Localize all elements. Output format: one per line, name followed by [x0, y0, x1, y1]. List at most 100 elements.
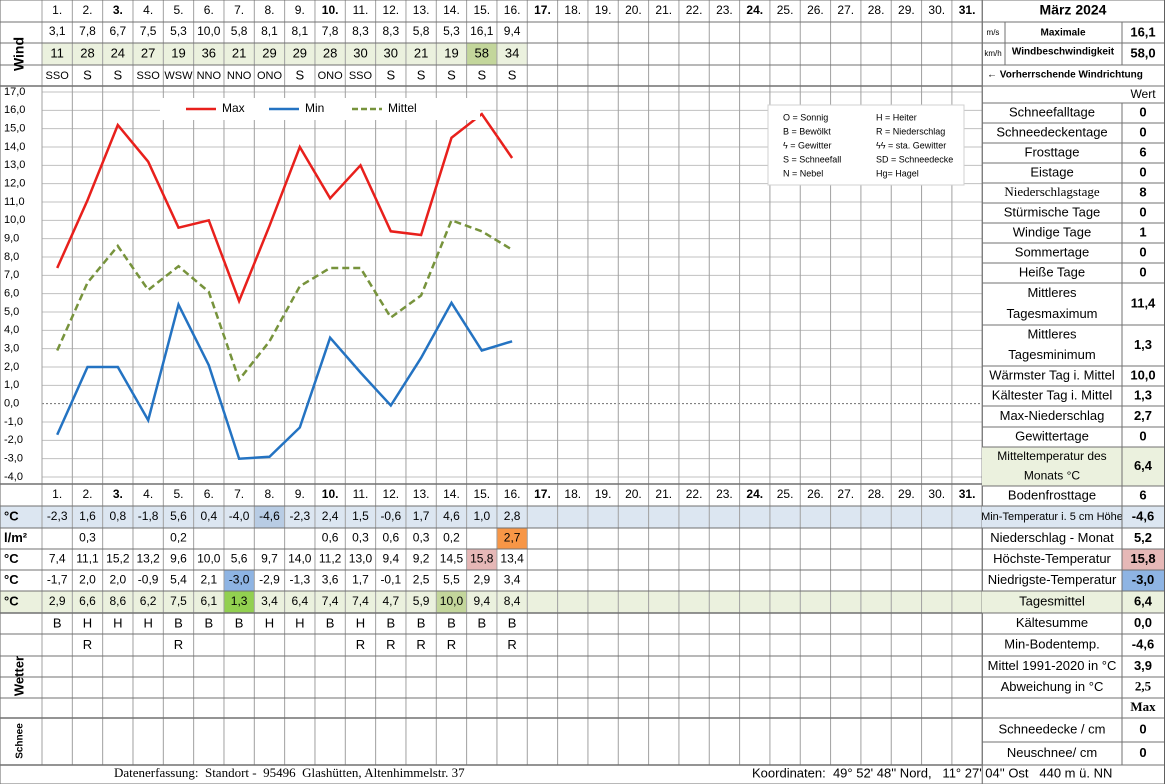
- summary-value: 15,8: [1130, 551, 1155, 566]
- y-tick-label: 15,0: [4, 123, 25, 135]
- weather-code: B: [204, 615, 213, 630]
- weather-code: H: [356, 615, 365, 630]
- wind-ms: 8,1: [261, 24, 278, 38]
- x-tick-label: 8.: [264, 487, 274, 501]
- wind-ms: 9,4: [504, 24, 521, 38]
- row-value: 1,6: [79, 509, 96, 523]
- wind-dir: S: [113, 67, 122, 82]
- row-value: 13,2: [136, 552, 160, 566]
- weather-key-item: H = Heiter: [876, 112, 917, 122]
- day-header: 3.: [113, 3, 123, 17]
- y-tick-label: -3,0: [4, 453, 23, 465]
- weather-code: B: [417, 615, 426, 630]
- series-line: [56, 218, 513, 383]
- weather-code: R: [83, 637, 92, 652]
- wind-ms: 5,8: [231, 24, 248, 38]
- day-header: 11.: [353, 3, 369, 17]
- wind-kmh: 30: [384, 45, 398, 60]
- x-tick-label: 19.: [595, 487, 612, 501]
- series-line: [56, 112, 514, 305]
- stat-label: Tagesmaximum: [1006, 306, 1097, 321]
- legend-label: Max: [222, 101, 245, 115]
- weather-code: H: [113, 615, 122, 630]
- stat-label: Frosttage: [1025, 144, 1080, 159]
- day-header: 2.: [82, 3, 92, 17]
- row-value: 0,3: [79, 531, 96, 545]
- stat-label: Niederschlagstage: [1004, 184, 1100, 199]
- weather-key-item: S = Schneefall: [783, 154, 841, 164]
- row-value: 4,7: [382, 594, 399, 608]
- weather-code: B: [477, 615, 486, 630]
- cell-fill: [496, 528, 528, 549]
- row-value: 2,1: [200, 573, 217, 587]
- weather-code: H: [295, 615, 304, 630]
- wind-dir: S: [508, 67, 517, 82]
- row-value: 2,9: [473, 573, 490, 587]
- wind-ms: 7,8: [322, 24, 339, 38]
- x-tick-label: 26.: [807, 487, 824, 501]
- wind-kmh: 28: [80, 45, 94, 60]
- stat-value: 0: [1139, 264, 1146, 279]
- row-value: 2,5: [413, 573, 430, 587]
- day-header: 26.: [807, 3, 824, 17]
- row-value: 14,0: [288, 552, 312, 566]
- row-value: -2,3: [289, 509, 310, 523]
- wind-dir: SSO: [349, 70, 373, 82]
- day-header: 25.: [777, 3, 794, 17]
- row-value: 10,0: [197, 552, 221, 566]
- stat-label: Heiße Tage: [1019, 264, 1085, 279]
- y-tick-label: 10,0: [4, 214, 25, 226]
- y-tick-label: -1,0: [4, 416, 23, 428]
- day-header: 6.: [204, 3, 214, 17]
- row-value: 9,4: [382, 552, 399, 566]
- summary-value: 0: [1139, 745, 1146, 760]
- row-value: 1,5: [352, 509, 369, 523]
- row-value: 7,4: [352, 594, 369, 608]
- x-tick-label: 5.: [173, 487, 183, 501]
- row-value: 13,4: [500, 552, 524, 566]
- y-tick-label: 1,0: [4, 379, 19, 391]
- row-value: 7,4: [49, 552, 66, 566]
- cell-fill: [466, 43, 497, 65]
- wind-dir: S: [447, 67, 456, 82]
- row-value: 9,2: [413, 552, 430, 566]
- cell-fill: [0, 506, 983, 528]
- wind-ms: 5,8: [413, 24, 430, 38]
- row-value: 3,4: [261, 594, 278, 608]
- x-tick-label: 13.: [413, 487, 430, 501]
- x-tick-label: 18.: [564, 487, 581, 501]
- wind-dir: ONO: [318, 70, 344, 82]
- stat-value: 0: [1139, 428, 1146, 443]
- wind-dir: ONO: [257, 70, 283, 82]
- stat-label: Stürmische Tage: [1004, 204, 1101, 219]
- row-value: 6,2: [140, 594, 157, 608]
- wind-dir: WSW: [164, 70, 193, 82]
- wind-kmh: 24: [111, 45, 125, 60]
- wind-dir: S: [477, 67, 486, 82]
- row-value: 2,9: [49, 594, 66, 608]
- legend-label: Min: [305, 101, 324, 115]
- cell-fill: [223, 570, 255, 591]
- weather-code: B: [386, 615, 395, 630]
- row-value: 2,4: [322, 509, 339, 523]
- row-value: 1,0: [473, 509, 490, 523]
- x-tick-label: 14.: [443, 487, 460, 501]
- max-wind-label: Windbeschwindigkeit: [1012, 47, 1115, 58]
- stat-label: Max-Niederschlag: [1000, 408, 1105, 423]
- x-tick-label: 3.: [113, 487, 123, 501]
- x-tick-label: 23.: [716, 487, 733, 501]
- max-wind-value: 58,0: [1130, 45, 1155, 60]
- stat-value: 1,3: [1134, 387, 1152, 402]
- weather-code: R: [447, 637, 456, 652]
- weather-code: R: [386, 637, 395, 652]
- weather-code: B: [174, 615, 183, 630]
- cell-fill: [982, 447, 1165, 486]
- day-header: 1.: [52, 3, 62, 17]
- weather-code: H: [143, 615, 152, 630]
- summary-value: -4,6: [1132, 508, 1154, 523]
- x-tick-label: 16.: [504, 487, 521, 501]
- row-value: -3,0: [229, 573, 250, 587]
- wind-kmh: 27: [141, 45, 155, 60]
- stat-value: 0: [1139, 244, 1146, 259]
